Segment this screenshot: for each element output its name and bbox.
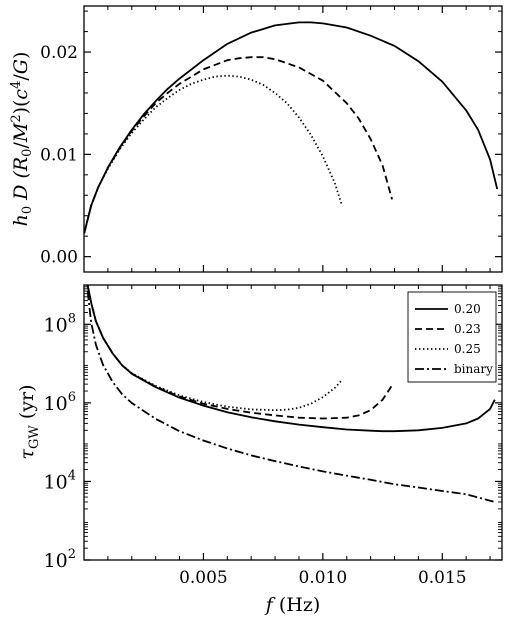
- legend-box: [407, 291, 497, 383]
- top-y-tick-label: 0.01: [40, 145, 78, 165]
- top-series-0.25: [83, 74, 343, 234]
- legend-label-0.23: 0.23: [454, 322, 481, 336]
- top-y-tick-label: 0.00: [40, 248, 78, 268]
- top-y-tick-label: 0.02: [40, 43, 78, 63]
- bottom-y-tick-label: 106: [44, 390, 76, 415]
- legend-label-0.25: 0.25: [454, 342, 481, 356]
- bottom-y-tick-label: 102: [44, 547, 76, 572]
- top-series-group: [83, 21, 499, 234]
- top-y-axis: 0.00 0.01 0.02: [40, 6, 502, 272]
- top-plot-frame: [83, 5, 503, 273]
- top-series-0.20: [83, 21, 499, 234]
- bottom-series-0.20: [86, 285, 496, 433]
- x-tick-label: 0.010: [299, 568, 348, 588]
- top-y-axis-label: h0​ D (R0​/M2​)(c4​/G): [9, 52, 35, 227]
- top-series-0.23: [83, 56, 393, 234]
- x-axis-label: f (Hz): [264, 594, 321, 616]
- bottom-y-axis-label: τGW (yr): [16, 385, 42, 460]
- bottom-series-0.23: [86, 285, 393, 420]
- x-tick-label: 0.015: [418, 568, 467, 588]
- bottom-panel: 102 104 106 108 0.005 0.010 0.015 τGW (yr) f (…: [16, 284, 503, 616]
- x-tick-label: 0.005: [179, 568, 228, 588]
- bottom-plot-frame: [83, 284, 503, 561]
- legend-label-0.20: 0.20: [454, 302, 481, 316]
- bottom-series-0.25: [86, 285, 343, 412]
- legend-label-binary: binary: [454, 362, 493, 376]
- bottom-y-tick-label: 108: [44, 311, 76, 336]
- bottom-series-group: [86, 285, 496, 503]
- legend: 0.20 0.23 0.25 binary: [407, 291, 497, 383]
- bottom-axes: 102 104 106 108 0.005 0.010 0.015: [44, 285, 502, 588]
- top-panel: 0.00 0.01 0.02 h0​ D (R0​/M2​)(c4​/G): [9, 5, 503, 273]
- bottom-y-tick-label: 104: [44, 468, 76, 493]
- bottom-series-binary: [86, 290, 496, 503]
